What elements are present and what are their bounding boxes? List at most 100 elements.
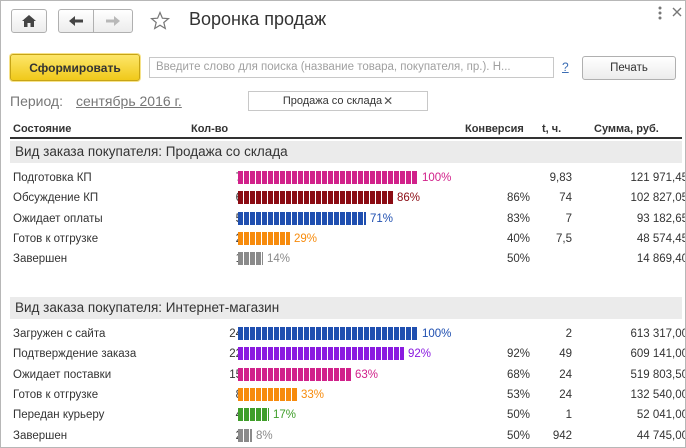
- row-sum: 14 869,40: [636, 253, 686, 266]
- table-row[interactable]: Ожидает поставки 15 63% 68% 24 519 803,50: [10, 366, 685, 386]
- group-header[interactable]: Вид заказа покупателя: Продажа со склада: [10, 141, 682, 163]
- funnel-bar: [238, 367, 351, 381]
- column-header-time: t, ч.: [542, 123, 562, 135]
- forward-button[interactable]: [93, 9, 133, 33]
- row-state: Ожидает поставки: [13, 368, 112, 381]
- row-time: 9,83: [549, 172, 572, 184]
- row-state: Подтверждение заказа: [13, 348, 137, 361]
- table-row[interactable]: Обсуждение КП 6 86% 86% 74 102 827,05: [10, 189, 685, 209]
- row-count: 1: [200, 253, 242, 265]
- table-row[interactable]: Загружен с сайта 24 100% 2 613 317,00: [10, 325, 685, 345]
- row-count: 8: [200, 389, 242, 401]
- column-header-conversion: Конверсия: [465, 123, 524, 135]
- row-conversion: 68%: [506, 368, 530, 381]
- row-count: 15: [229, 368, 242, 381]
- group-header[interactable]: Вид заказа покупателя: Интернет-магазин: [10, 297, 682, 319]
- funnel-percent: 63%: [355, 368, 379, 381]
- funnel-percent: 100%: [422, 328, 452, 340]
- funnel-bar: [238, 347, 404, 361]
- close-icon[interactable]: [672, 7, 682, 20]
- row-state: Подготовка КП: [13, 172, 92, 184]
- filter-value: Продажа со склада: [282, 95, 383, 107]
- funnel-percent: 86%: [397, 192, 421, 205]
- funnel-bar: [238, 171, 418, 184]
- row-sum: 132 540,00: [630, 388, 686, 401]
- row-time: 7: [565, 212, 572, 225]
- search-input[interactable]: Введите слово для поиска (название товар…: [149, 57, 554, 78]
- row-conversion: 86%: [506, 192, 530, 205]
- help-link[interactable]: ?: [562, 60, 569, 74]
- row-state: Передан курьеру: [13, 409, 105, 422]
- table-row[interactable]: Готов к отгрузке 8 33% 53% 24 132 540,00: [10, 386, 685, 406]
- period-label: Период:: [10, 93, 63, 109]
- funnel-bar: [238, 387, 297, 401]
- row-time: 74: [559, 192, 572, 205]
- home-icon: [22, 15, 36, 27]
- row-state: Ожидает оплаты: [13, 212, 103, 225]
- generate-button[interactable]: Сформировать: [10, 54, 140, 81]
- clear-filter-icon[interactable]: ✕: [383, 94, 394, 108]
- row-state: Готов к отгрузке: [13, 388, 99, 401]
- arrow-left-icon: [69, 16, 83, 26]
- row-sum: 609 141,00: [630, 348, 686, 361]
- row-time: 24: [559, 368, 572, 381]
- column-header-state: Состояние: [13, 123, 72, 135]
- row-count: 24: [229, 328, 242, 340]
- print-button[interactable]: Печать: [582, 56, 676, 80]
- row-state: Завершен: [13, 429, 68, 442]
- funnel-percent: 33%: [301, 388, 325, 401]
- row-conversion: 50%: [506, 409, 530, 422]
- funnel-bar: [238, 408, 269, 422]
- row-count: 22: [229, 348, 242, 361]
- back-button[interactable]: [58, 9, 94, 33]
- row-state: Загружен с сайта: [13, 328, 106, 340]
- order-type-filter[interactable]: Продажа со склада ✕: [248, 91, 428, 111]
- funnel-percent: 14%: [267, 253, 291, 266]
- row-sum: 519 803,50: [630, 368, 686, 381]
- row-count: 6: [200, 192, 242, 204]
- row-sum: 48 574,45: [636, 232, 686, 245]
- table-row[interactable]: Подтверждение заказа 22 92% 92% 49 609 141,00: [10, 345, 685, 365]
- column-header-count: Кол-во: [191, 123, 229, 135]
- table-row[interactable]: Завершен 2 8% 50% 942 44 745,00: [10, 427, 685, 447]
- funnel-percent: 71%: [370, 212, 394, 225]
- row-time: 1: [565, 409, 572, 422]
- home-button[interactable]: [11, 9, 47, 33]
- arrow-right-icon: [106, 16, 120, 26]
- row-sum: 613 317,00: [630, 328, 686, 340]
- funnel-percent: 17%: [273, 409, 297, 422]
- funnel-bar: [238, 327, 418, 340]
- funnel-bar: [238, 211, 366, 225]
- row-time: 49: [559, 348, 572, 361]
- table-row[interactable]: Завершен 1 14% 50% 14 869,40: [10, 250, 685, 270]
- row-time: 2: [565, 328, 572, 340]
- row-count: 2: [200, 430, 242, 442]
- row-state: Обсуждение КП: [13, 192, 99, 205]
- table-row[interactable]: Готов к отгрузке 2 29% 40% 7,5 48 574,45: [10, 230, 685, 250]
- table-row[interactable]: Передан курьеру 4 17% 50% 1 52 041,00: [10, 406, 685, 426]
- more-menu-icon[interactable]: [658, 6, 662, 23]
- funnel-bar: [238, 428, 252, 442]
- table-row[interactable]: Подготовка КП 7 100% 9,83 121 971,45: [10, 169, 685, 189]
- row-conversion: 83%: [506, 212, 530, 225]
- funnel-bar: [238, 252, 263, 266]
- header-divider: [10, 137, 682, 139]
- period-link[interactable]: сентябрь 2016 г.: [76, 93, 182, 109]
- row-sum: 102 827,05: [630, 192, 686, 205]
- favorite-star-icon[interactable]: [149, 10, 171, 34]
- funnel-bar: [238, 191, 393, 205]
- funnel-percent: 92%: [408, 348, 432, 361]
- row-sum: 93 182,65: [636, 212, 686, 225]
- row-conversion: 50%: [506, 429, 530, 442]
- row-conversion: 53%: [506, 388, 530, 401]
- funnel-percent: 8%: [256, 429, 273, 442]
- row-count: 5: [200, 213, 242, 225]
- row-conversion: 50%: [506, 253, 530, 266]
- funnel-percent: 100%: [422, 172, 452, 184]
- row-time: 7,5: [556, 232, 572, 245]
- row-state: Готов к отгрузке: [13, 232, 99, 245]
- table-row[interactable]: Ожидает оплаты 5 71% 83% 7 93 182,65: [10, 210, 685, 230]
- funnel-percent: 29%: [294, 232, 318, 245]
- row-state: Завершен: [13, 253, 68, 266]
